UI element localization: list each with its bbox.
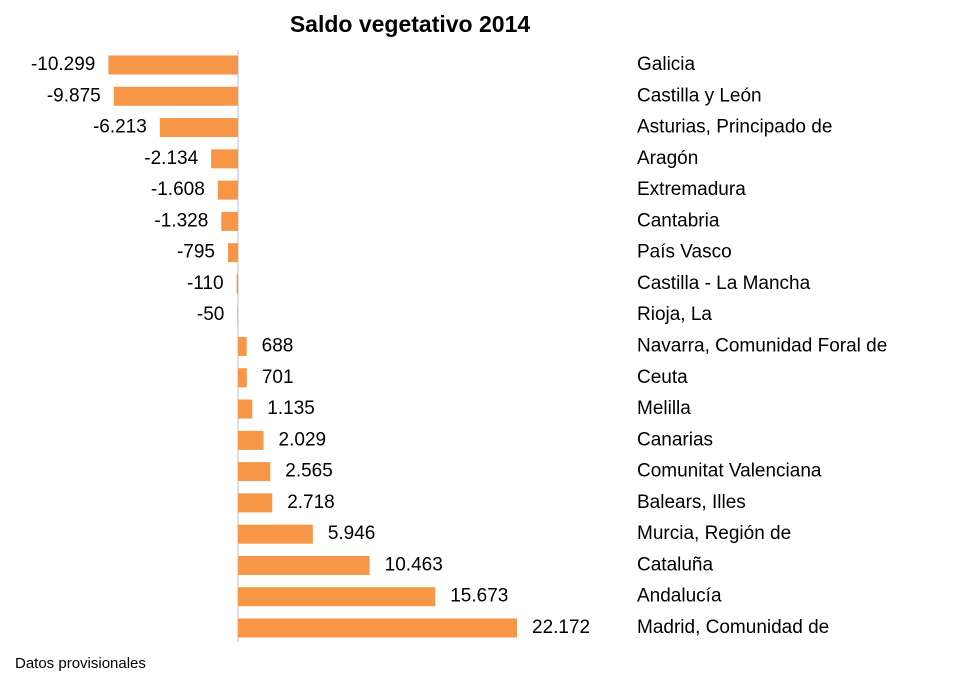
category-label: Murcia, Región de (637, 523, 791, 544)
bar (237, 305, 238, 325)
value-label: -110 (187, 273, 224, 294)
category-label: Castilla - La Mancha (637, 273, 811, 294)
bar (238, 368, 247, 388)
value-label: 1.135 (267, 398, 315, 419)
bar (108, 55, 238, 75)
value-label: 701 (262, 367, 294, 388)
value-label: -50 (197, 304, 224, 325)
bar (238, 587, 436, 607)
value-label: -795 (177, 242, 215, 263)
value-label: -9.875 (47, 85, 101, 106)
bar (221, 211, 238, 231)
category-label: Comunitat Valenciana (637, 461, 822, 482)
bar (236, 274, 238, 294)
category-label: Ceuta (637, 367, 688, 388)
category-label: Balears, Illes (637, 492, 746, 513)
bar (211, 149, 238, 169)
category-label: Castilla y León (637, 85, 762, 106)
category-label: Canarias (637, 429, 713, 450)
footnote: Datos provisionales (15, 655, 146, 672)
value-label: -2.134 (144, 148, 198, 169)
category-label: Rioja, La (637, 304, 712, 325)
category-label: País Vasco (637, 242, 732, 263)
chart-title: Saldo vegetativo 2014 (290, 11, 531, 37)
value-label: -1.608 (151, 179, 205, 200)
value-label: -1.328 (154, 210, 208, 231)
bar (159, 118, 238, 138)
category-label: Extremadura (637, 179, 746, 200)
value-label: 22.172 (532, 617, 590, 638)
category-label: Madrid, Comunidad de (637, 617, 829, 638)
category-label: Cataluña (637, 554, 713, 575)
category-label: Melilla (637, 398, 691, 419)
category-label: Navarra, Comunidad Foral de (637, 336, 887, 357)
value-label: 2.029 (279, 429, 327, 450)
category-label: Asturias, Principado de (637, 117, 832, 138)
bar (238, 493, 273, 513)
bar (238, 462, 271, 482)
bar (238, 618, 517, 638)
bar (113, 86, 238, 106)
value-label: 5.946 (328, 523, 376, 544)
category-label: Andalucía (637, 586, 722, 607)
bar (238, 555, 370, 575)
category-label: Aragón (637, 148, 698, 169)
bar (238, 524, 313, 544)
category-label: Galicia (637, 54, 696, 75)
bar (217, 180, 238, 200)
value-label: 2.565 (285, 461, 333, 482)
bar (238, 399, 253, 419)
bar (238, 337, 247, 356)
bar (238, 430, 264, 450)
value-label: -10.299 (31, 54, 95, 75)
value-label: 15.673 (450, 586, 508, 607)
value-label: -6.213 (93, 117, 147, 138)
value-label: 2.718 (287, 492, 335, 513)
category-label: Cantabria (637, 210, 720, 231)
value-label: 688 (262, 336, 294, 357)
bar (227, 243, 238, 263)
value-label: 10.463 (385, 554, 443, 575)
